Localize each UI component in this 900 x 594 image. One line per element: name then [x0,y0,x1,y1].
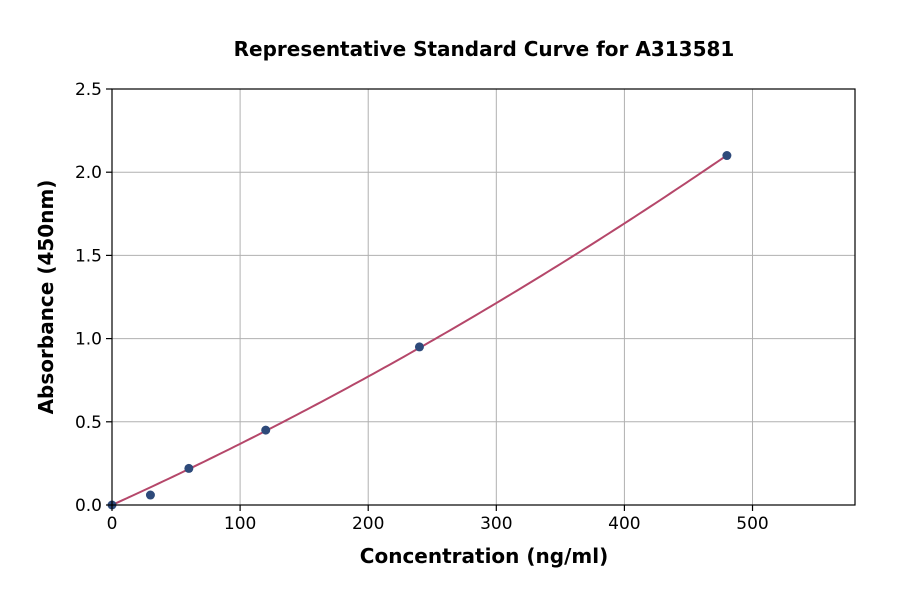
x-tick-label: 500 [736,514,768,534]
fit-curve-layer [111,154,728,506]
x-tick-label: 200 [352,514,384,534]
grid-lines [111,88,855,506]
y-tick-label: 2.0 [75,163,102,183]
x-tick-label: 400 [608,514,640,534]
y-tick-label: 2.5 [75,80,102,100]
x-tick-label: 0 [107,514,118,534]
x-tick-label: 300 [480,514,512,534]
y-tick-label: 0.0 [75,496,102,516]
x-tick-label: 100 [224,514,256,534]
data-point [184,463,194,473]
y-tick-label: 1.0 [75,330,102,350]
x-axis-label: Concentration (ng/ml) [360,544,608,568]
data-point [145,490,155,500]
axis-ticks: 0 100 200 300 400 500 0.0 0.5 1.0 1.5 2.0 2.5 [75,80,769,534]
fit-curve-line [111,154,728,506]
y-axis-label: Absorbance (450nm) [34,180,58,415]
data-point [722,151,732,161]
data-point [414,342,424,352]
data-point [261,425,271,435]
data-points [107,151,732,510]
y-tick-label: 0.5 [75,413,102,433]
y-tick-label: 1.5 [75,246,102,266]
plot-frame [111,88,856,506]
chart-title: Representative Standard Curve for A31358… [234,37,735,61]
